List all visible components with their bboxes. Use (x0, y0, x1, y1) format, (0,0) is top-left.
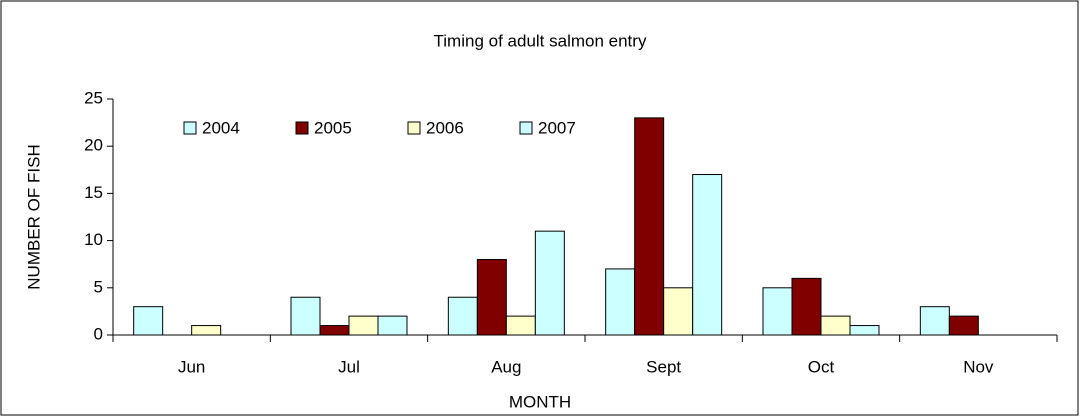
x-axis-label: MONTH (509, 392, 571, 411)
legend-label: 2006 (426, 118, 464, 137)
bar (820, 315, 851, 336)
x-tick-label: Oct (808, 357, 835, 376)
x-tick-label: Nov (963, 357, 994, 376)
bar (605, 268, 636, 336)
legend-swatch (183, 121, 197, 135)
bar (191, 325, 222, 336)
bar (948, 315, 979, 336)
bar (377, 315, 408, 336)
bar (692, 174, 723, 336)
bar (505, 315, 536, 336)
bar (133, 306, 164, 336)
bar (762, 287, 793, 336)
legend-label: 2007 (538, 118, 576, 137)
bar (663, 287, 694, 336)
legend-label: 2005 (314, 118, 352, 137)
y-tick-label: 5 (94, 277, 103, 296)
bar (447, 296, 478, 336)
legend-swatch (519, 121, 533, 135)
x-tick-label: Sept (646, 357, 681, 376)
bar (348, 315, 379, 336)
x-tick-label: Aug (491, 357, 521, 376)
y-tick-label: 25 (84, 88, 103, 107)
y-tick-label: 10 (84, 230, 103, 249)
bar (534, 230, 565, 336)
y-tick-label: 0 (94, 324, 103, 343)
bar (791, 277, 822, 336)
legend-swatch (407, 121, 421, 135)
bar (290, 296, 321, 336)
bar (849, 325, 880, 336)
legend-label: 2004 (202, 118, 240, 137)
x-tick-label: Jun (178, 357, 205, 376)
y-axis-label: NUMBER OF FISH (24, 144, 43, 289)
chart-title: Timing of adult salmon entry (434, 31, 647, 50)
y-tick-label: 20 (84, 136, 103, 155)
x-tick-label: Jul (338, 357, 360, 376)
bar (319, 325, 350, 336)
bar (634, 117, 665, 336)
y-tick-label: 15 (84, 183, 103, 202)
bar (919, 306, 950, 336)
bar (476, 258, 507, 336)
legend-swatch (295, 121, 309, 135)
